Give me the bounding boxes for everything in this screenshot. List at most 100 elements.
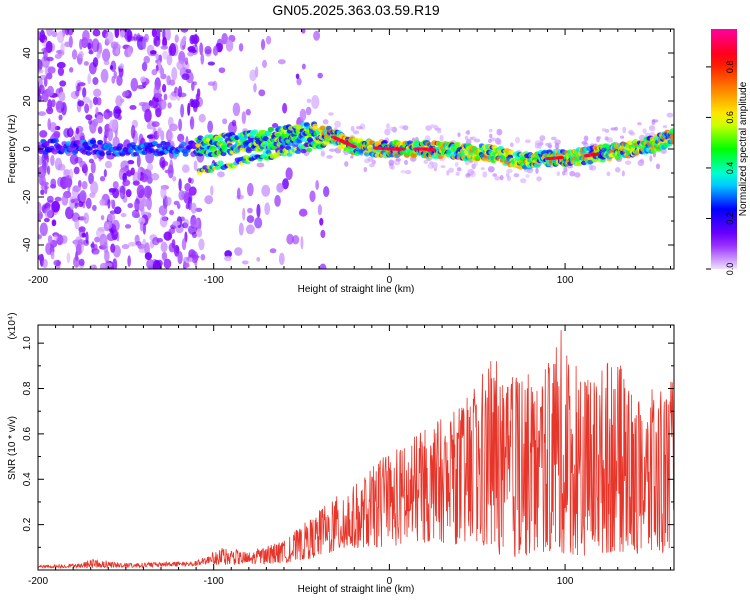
- noise-blob: [405, 169, 412, 175]
- noise-blob: [190, 99, 200, 109]
- noise-blob: [285, 167, 293, 180]
- noise-blob: [207, 81, 216, 86]
- noise-blob: [100, 214, 105, 221]
- noise-blob: [456, 167, 462, 172]
- noise-blob: [114, 206, 122, 215]
- colorbar-tick-label: 0.4: [725, 162, 735, 175]
- noise-blob: [81, 181, 88, 190]
- noise-blob: [181, 238, 187, 251]
- noise-blob: [465, 173, 471, 178]
- y-tick-label: 0.2: [22, 517, 33, 531]
- noise-blob: [163, 93, 168, 101]
- ridge-cell: [300, 148, 307, 154]
- noise-blob: [489, 133, 493, 139]
- noise-blob: [207, 61, 216, 66]
- noise-blob: [108, 110, 113, 118]
- noise-blob: [40, 189, 45, 196]
- ridge-cell: [141, 150, 148, 155]
- noise-blob: [548, 142, 552, 149]
- noise-blob: [455, 171, 460, 176]
- noise-blob: [180, 103, 185, 118]
- noise-blob: [306, 98, 312, 104]
- noise-blob: [245, 108, 251, 116]
- noise-blob: [155, 54, 160, 60]
- noise-blob: [292, 234, 300, 245]
- ridge-cell: [43, 141, 50, 147]
- noise-blob: [75, 89, 80, 97]
- noise-blob: [269, 248, 277, 254]
- noise-blob: [238, 222, 244, 236]
- noise-blob: [222, 118, 228, 125]
- noise-blob: [82, 29, 90, 42]
- noise-blob: [199, 42, 204, 56]
- noise-blob: [569, 170, 576, 177]
- noise-blob: [164, 169, 174, 174]
- noise-blob: [562, 170, 566, 176]
- noise-blob: [525, 174, 530, 178]
- noise-blob: [317, 204, 323, 216]
- noise-blob: [320, 229, 326, 239]
- noise-blob: [262, 59, 267, 68]
- snr-ylabel: SNR (10 * v/v): [7, 416, 18, 480]
- noise-blob: [242, 207, 246, 221]
- noise-blob: [610, 127, 616, 131]
- noise-blob: [596, 136, 600, 143]
- noise-blob: [320, 152, 326, 158]
- noise-blob: [194, 33, 198, 48]
- noise-blob: [195, 93, 200, 101]
- noise-blob: [311, 95, 320, 109]
- noise-blob: [563, 166, 568, 173]
- noise-blob: [300, 236, 304, 250]
- noise-blob: [423, 159, 428, 165]
- noise-blob: [178, 178, 182, 191]
- noise-blob: [180, 29, 189, 33]
- noise-blob: [265, 35, 272, 45]
- noise-blob: [159, 215, 168, 228]
- noise-blob: [149, 101, 158, 109]
- ridge-cell: [273, 153, 280, 158]
- noise-blob: [107, 198, 111, 209]
- noise-blob: [90, 161, 96, 174]
- noise-blob: [88, 118, 92, 125]
- noise-blob: [40, 181, 49, 186]
- noise-blob: [71, 49, 78, 60]
- y-tick-label: 0: [22, 146, 33, 152]
- noise-blob: [319, 217, 324, 226]
- y-tick-label: 0.6: [22, 427, 33, 441]
- noise-blob: [63, 128, 71, 138]
- noise-blob: [122, 90, 130, 97]
- noise-blob: [138, 247, 147, 254]
- noise-blob: [151, 121, 160, 128]
- noise-blob: [196, 228, 203, 238]
- colorbar-gradient: [711, 29, 737, 269]
- colorbar-label: Normalized spectral amplitude: [738, 81, 749, 216]
- noise-blob: [513, 173, 520, 178]
- noise-blob: [66, 252, 71, 264]
- noise-blob: [132, 180, 140, 186]
- noise-blob: [260, 38, 266, 51]
- noise-blob: [51, 99, 56, 108]
- noise-blob: [590, 165, 597, 171]
- noise-blob: [169, 209, 175, 216]
- noise-blob: [204, 195, 214, 205]
- noise-blob: [637, 159, 645, 167]
- noise-blob: [648, 125, 655, 130]
- noise-blob: [154, 35, 161, 47]
- noise-blob: [628, 129, 634, 135]
- noise-blob: [39, 29, 46, 43]
- noise-blob: [155, 107, 162, 118]
- noise-blob: [64, 177, 73, 187]
- noise-blob: [82, 96, 91, 104]
- noise-blob: [78, 226, 86, 233]
- noise-blob: [184, 57, 189, 65]
- x-tick-label: -200: [28, 576, 48, 587]
- noise-blob: [301, 29, 306, 34]
- noise-blob: [506, 168, 513, 174]
- noise-blob: [402, 125, 409, 131]
- noise-blob: [38, 111, 47, 116]
- noise-blob: [69, 67, 74, 73]
- noise-blob: [163, 231, 173, 241]
- noise-blob: [198, 238, 205, 251]
- noise-blob: [106, 221, 113, 229]
- noise-blob: [129, 105, 137, 110]
